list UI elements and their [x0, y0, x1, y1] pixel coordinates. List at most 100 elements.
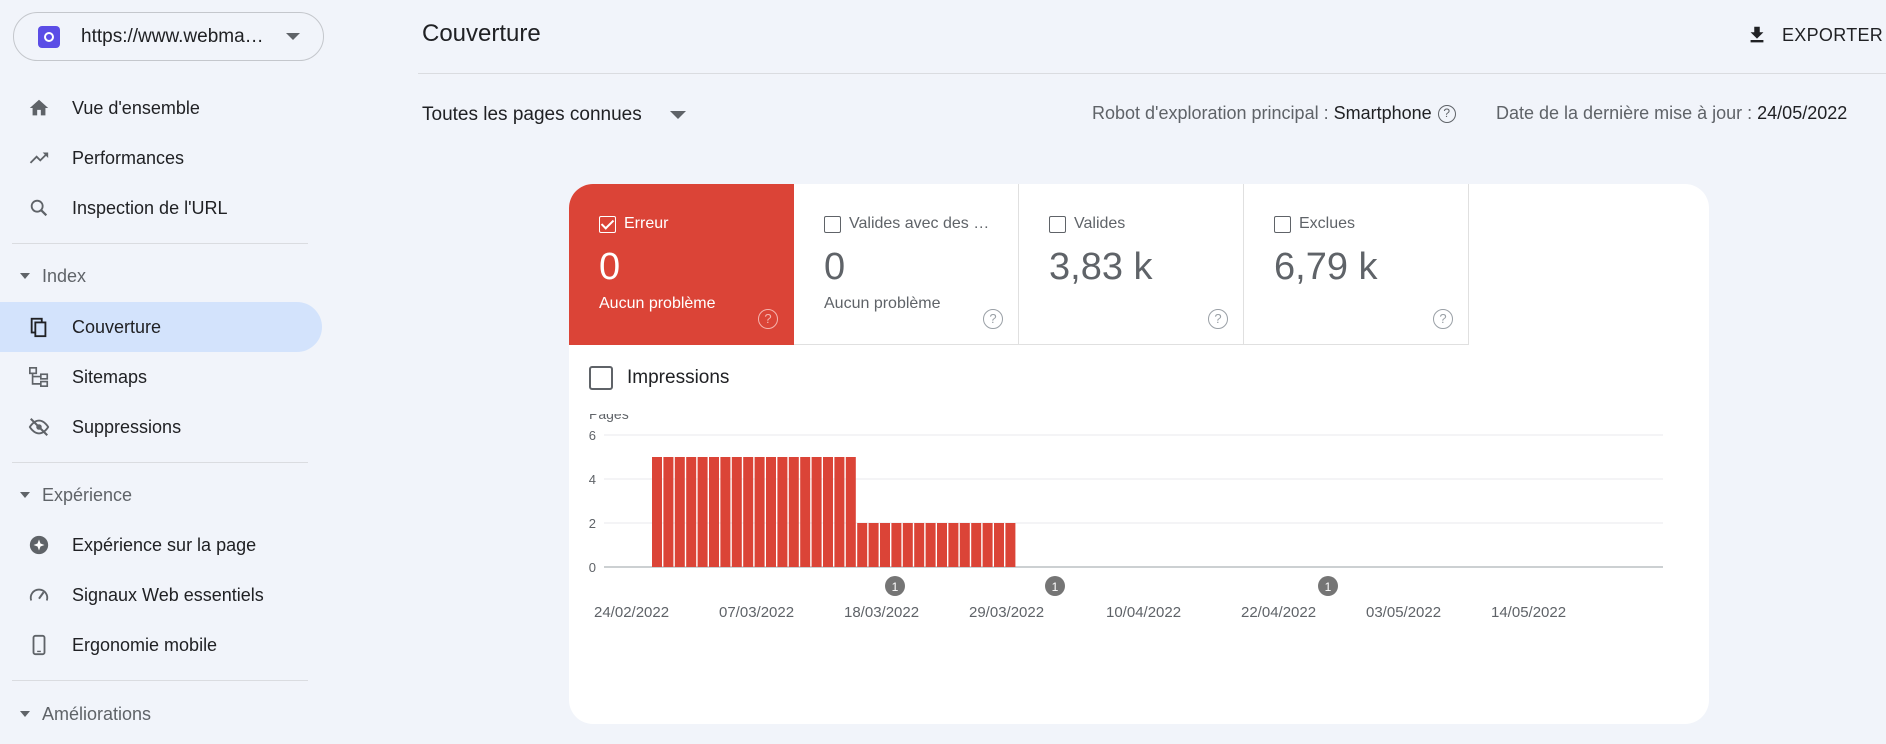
bar	[1005, 523, 1016, 567]
annotation-label: 1	[1052, 580, 1059, 594]
property-selector[interactable]: https://www.webma…	[13, 12, 324, 61]
help-icon[interactable]: ?	[983, 309, 1003, 329]
sidebar-item-removals[interactable]: Suppressions	[0, 402, 322, 452]
checkbox-icon[interactable]	[589, 366, 613, 390]
sidebar-item-label: Vue d'ensemble	[72, 97, 200, 118]
trending-up-icon	[28, 147, 50, 169]
sidebar-item-label: Suppressions	[72, 416, 182, 437]
sidebar: https://www.webma… Vue d'ensemble Perfor…	[0, 0, 330, 744]
tile-sub: Aucun problème	[599, 295, 716, 312]
help-icon[interactable]: ?	[1433, 309, 1453, 329]
checkbox-icon[interactable]	[1049, 216, 1066, 233]
tile-label: Exclues	[1299, 215, 1356, 232]
pages-filter-dropdown[interactable]: Toutes les pages connues	[422, 104, 686, 126]
tile-valid-warnings[interactable]: Valides avec des … 0 Aucun problème ?	[794, 184, 1019, 345]
annotation-marker	[885, 576, 905, 596]
bar	[857, 523, 868, 567]
sidebar-item-page-experience[interactable]: Expérience sur la page	[0, 520, 322, 570]
page-title: Couverture	[422, 20, 541, 47]
sidebar-item-label: Sitemaps	[72, 366, 148, 387]
sidebar-item-coverage[interactable]: Couverture	[0, 302, 322, 352]
tile-value: 0	[824, 246, 846, 288]
section-label: Expérience	[42, 484, 133, 505]
sidebar-item-label: Couverture	[72, 316, 162, 337]
bar	[982, 523, 993, 567]
page-experience-icon	[28, 534, 50, 556]
checkbox-icon[interactable]	[1274, 216, 1291, 233]
collapse-arrow-icon	[20, 492, 30, 498]
sidebar-item-sitemaps[interactable]: Sitemaps	[0, 352, 322, 402]
filter-label: Toutes les pages connues	[422, 104, 642, 125]
section-index[interactable]: Index	[0, 256, 310, 296]
tile-value: 0	[599, 246, 621, 288]
bar	[902, 523, 913, 567]
bar	[663, 457, 674, 567]
section-label: Améliorations	[42, 703, 152, 724]
header-divider	[418, 73, 1886, 74]
x-tick-label: 07/03/2022	[719, 604, 794, 621]
bar	[868, 523, 879, 567]
tile-label: Erreur	[624, 215, 669, 232]
x-tick-label: 29/03/2022	[969, 604, 1044, 621]
sitemap-icon	[28, 366, 50, 388]
help-icon[interactable]: ?	[1437, 105, 1456, 124]
divider	[12, 462, 308, 463]
help-icon[interactable]: ?	[1208, 309, 1228, 329]
collapse-arrow-icon	[20, 273, 30, 279]
property-url: https://www.webma…	[81, 25, 264, 47]
section-enhancements[interactable]: Améliorations	[0, 694, 310, 734]
bar	[948, 523, 959, 567]
tile-value: 6,79 k	[1274, 246, 1378, 288]
tile-valid[interactable]: Valides 3,83 k ?	[1019, 184, 1244, 345]
y-tick-label: 0	[589, 560, 596, 575]
collapse-arrow-icon	[20, 711, 30, 717]
bar	[709, 457, 719, 567]
checkbox-checked-icon[interactable]	[599, 216, 616, 233]
smartphone-icon	[28, 634, 50, 656]
update-value: 24/05/2022	[1757, 103, 1848, 123]
export-button[interactable]: EXPORTER	[1746, 20, 1883, 50]
bar	[686, 457, 697, 567]
sidebar-item-core-web-vitals[interactable]: Signaux Web essentiels	[0, 570, 322, 620]
bar	[891, 523, 902, 567]
bar	[834, 457, 845, 567]
sidebar-item-label: Ergonomie mobile	[72, 634, 218, 655]
section-experience[interactable]: Expérience	[0, 475, 310, 515]
annotation-marker	[1045, 576, 1065, 596]
search-icon	[28, 197, 50, 219]
tile-excluded[interactable]: Exclues 6,79 k ?	[1244, 184, 1469, 345]
chevron-down-icon	[669, 111, 686, 119]
sidebar-item-mobile-usability[interactable]: Ergonomie mobile	[0, 620, 322, 670]
bar	[674, 457, 685, 567]
sidebar-item-url-inspection[interactable]: Inspection de l'URL	[0, 183, 322, 233]
site-favicon-icon	[38, 25, 60, 48]
sidebar-item-overview[interactable]: Vue d'ensemble	[0, 83, 322, 133]
coverage-chart: Pages 0 2 4 6 1 1 1 24/02/2022 07/03/2022 18/03/20…	[589, 414, 1663, 621]
tile-value: 3,83 k	[1049, 246, 1153, 288]
checkbox-icon[interactable]	[824, 216, 841, 233]
eye-off-icon	[28, 416, 50, 438]
bar	[697, 457, 708, 567]
update-label: Date de la dernière mise à jour :	[1496, 103, 1753, 123]
sidebar-item-performance[interactable]: Performances	[0, 133, 322, 183]
annotation-marker	[1318, 576, 1338, 596]
last-update-info: Date de la dernière mise à jour : 24/05/…	[1496, 103, 1847, 124]
bar	[777, 457, 788, 567]
bar	[937, 523, 947, 567]
bar	[720, 457, 731, 567]
crawler-info: Robot d'exploration principal : Smartpho…	[1092, 103, 1456, 124]
download-icon	[1750, 26, 1764, 43]
bar	[971, 523, 982, 567]
sidebar-item-label: Signaux Web essentiels	[72, 584, 264, 605]
impressions-toggle[interactable]: Impressions	[589, 366, 729, 390]
bar	[800, 457, 811, 567]
tile-label: Valides	[1074, 215, 1126, 232]
y-tick-label: 2	[589, 516, 596, 531]
help-icon[interactable]: ?	[758, 309, 778, 329]
tile-error[interactable]: Erreur 0 Aucun problème ?	[569, 184, 794, 345]
sidebar-item-label: Performances	[72, 147, 185, 168]
bar	[652, 457, 662, 567]
annotation-label: 1	[1325, 580, 1332, 594]
bar	[959, 523, 970, 567]
crawler-label: Robot d'exploration principal :	[1092, 103, 1329, 123]
